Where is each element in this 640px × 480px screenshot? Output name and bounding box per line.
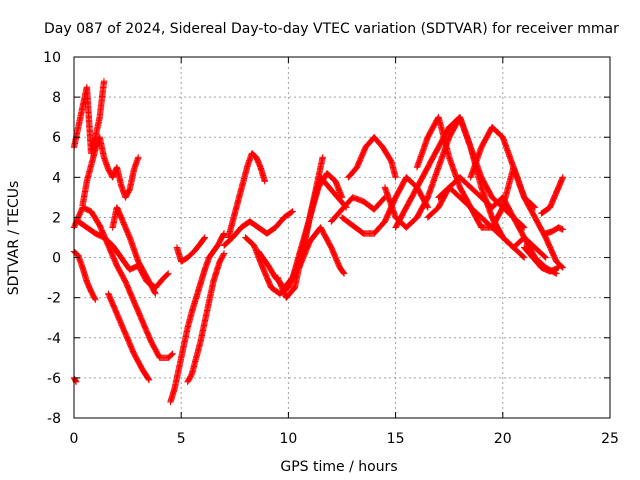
x-axis-label: GPS time / hours: [280, 459, 397, 475]
data-point-markers: [345, 134, 399, 181]
x-tick-label: 5: [177, 431, 186, 447]
data-point-markers: [328, 194, 389, 225]
x-axis-ticks: 0 5 10 15 20 25: [70, 57, 619, 447]
data-point-markers: [220, 208, 296, 249]
series-t3: [70, 248, 99, 303]
y-tick-label: 6: [52, 130, 61, 146]
x-tick-label: 20: [494, 431, 512, 447]
series-t18: [328, 194, 389, 225]
chart-title: Day 087 of 2024, Sidereal Day-to-day VTE…: [44, 21, 619, 37]
y-tick-label: -2: [47, 291, 61, 307]
data-point-markers: [338, 174, 431, 237]
x-tick-label: 15: [387, 431, 405, 447]
plot-frame: [73, 56, 611, 419]
y-tick-label: 0: [52, 251, 61, 267]
series-t9: [167, 230, 228, 406]
y-tick-label: 10: [43, 50, 61, 66]
data-points: [70, 77, 566, 406]
data-point-markers: [70, 248, 99, 303]
series-t19: [345, 134, 399, 181]
series-t26: [467, 124, 539, 211]
series-t10: [184, 250, 228, 386]
data-point-markers: [105, 290, 153, 384]
y-tick-label: -4: [47, 331, 61, 347]
data-point-markers: [538, 174, 566, 217]
series-t7: [105, 290, 153, 384]
data-point-markers: [542, 224, 566, 237]
series-t4: [70, 374, 80, 386]
data-point-markers: [173, 234, 208, 265]
y-axis-label: SDTVAR / TECUs: [6, 181, 22, 296]
series-t28: [521, 244, 562, 275]
x-tick-label: 0: [70, 431, 79, 447]
data-point-markers: [167, 230, 228, 406]
data-point-markers: [70, 374, 80, 386]
x-tick-label: 10: [279, 431, 297, 447]
data-point-markers: [295, 224, 348, 277]
series-t13: [220, 208, 296, 249]
data-point-markers: [467, 124, 539, 211]
series-t8: [109, 204, 159, 297]
grid-lines: [74, 57, 610, 418]
series-t29: [538, 174, 566, 217]
y-tick-label: 2: [52, 210, 61, 226]
data-point-markers: [521, 244, 562, 275]
data-point-markers: [392, 114, 528, 231]
data-point-markers: [109, 204, 159, 297]
series-t20: [338, 174, 431, 237]
series-t30: [542, 224, 566, 237]
series-t22: [392, 114, 528, 231]
y-tick-label: 4: [52, 170, 61, 186]
series-t17: [295, 224, 348, 277]
y-tick-label: -8: [47, 411, 61, 427]
series-t11: [173, 234, 208, 265]
data-point-markers: [225, 150, 268, 241]
series-t12: [225, 150, 268, 241]
series-t25: [435, 174, 549, 261]
x-tick-label: 25: [601, 431, 619, 447]
data-point-markers: [184, 250, 228, 386]
data-point-markers: [435, 174, 549, 261]
y-tick-label: 8: [52, 90, 61, 106]
y-tick-label: -6: [47, 371, 61, 387]
y-axis-ticks: -8 -6 -4 -2 0 2 4 6 8 10: [43, 50, 610, 427]
